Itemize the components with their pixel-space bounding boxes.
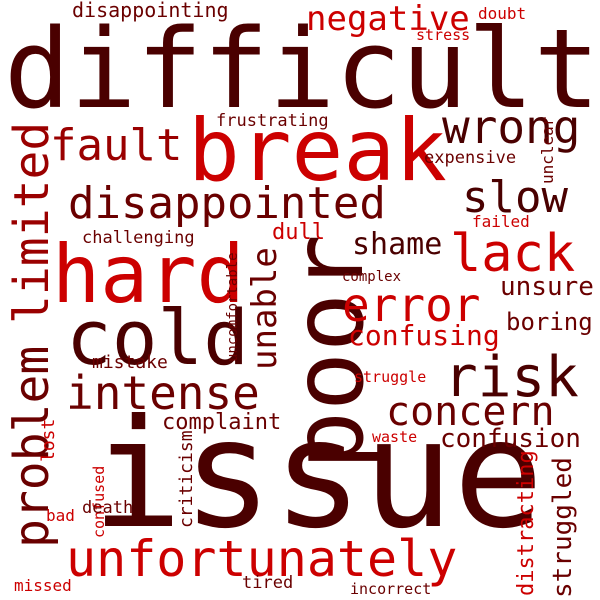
word-bad: bad	[46, 506, 75, 525]
word-complaint: complaint	[162, 410, 282, 435]
word-slow: slow	[462, 172, 568, 223]
word-challenging: challenging	[82, 228, 195, 248]
word-risk: risk	[444, 345, 579, 410]
word-intense: intense	[66, 366, 260, 420]
word-uncomfortable: uncomfortable	[225, 252, 241, 362]
word-struggle: struggle	[354, 368, 427, 386]
word-frustrating: frustrating	[216, 111, 329, 131]
word-lack: lack	[450, 224, 576, 284]
word-doubt: doubt	[478, 4, 527, 23]
word-issue: issue	[92, 388, 544, 562]
word-dull: dull	[272, 220, 325, 245]
word-disappointed: disappointed	[68, 178, 386, 229]
word-mistake: mistake	[92, 352, 168, 373]
word-tired: tired	[242, 573, 294, 593]
word-unable: unable	[245, 247, 285, 370]
word-distracting: distracting	[514, 450, 539, 596]
word-difficult: difficult	[4, 5, 600, 133]
word-waste: waste	[372, 428, 418, 446]
word-hard: hard	[52, 228, 245, 321]
word-struggled: struggled	[548, 457, 578, 598]
word-negative: negative	[306, 0, 470, 39]
word-unsure: unsure	[500, 272, 594, 302]
word-wrong: wrong	[442, 100, 581, 154]
word-disappointing: disappointing	[72, 0, 229, 22]
word-confusing: confusing	[348, 319, 500, 352]
word-break: break	[188, 101, 447, 201]
word-fault: fault	[50, 120, 183, 171]
word-failed: failed	[472, 212, 530, 231]
word-limited: limited	[4, 121, 60, 324]
word-lost: lost	[38, 418, 59, 462]
word-shame: shame	[352, 227, 443, 262]
word-boring: boring	[506, 308, 593, 336]
word-confusion: confusion	[440, 424, 581, 454]
word-cold: cold	[66, 293, 250, 382]
word-unclear: unclear	[538, 116, 557, 184]
word-complex: complex	[342, 269, 402, 285]
word-error: error	[342, 278, 481, 332]
word-incorrect: incorrect	[350, 580, 432, 598]
word-death: death	[82, 498, 134, 518]
word-criticism: criticism	[176, 430, 197, 528]
word-concern: concern	[386, 389, 555, 435]
word-unfortunately: unfortunately	[66, 530, 458, 588]
word-stress: stress	[416, 26, 471, 44]
word-expensive: expensive	[424, 148, 517, 168]
word-missed: missed	[14, 576, 72, 595]
